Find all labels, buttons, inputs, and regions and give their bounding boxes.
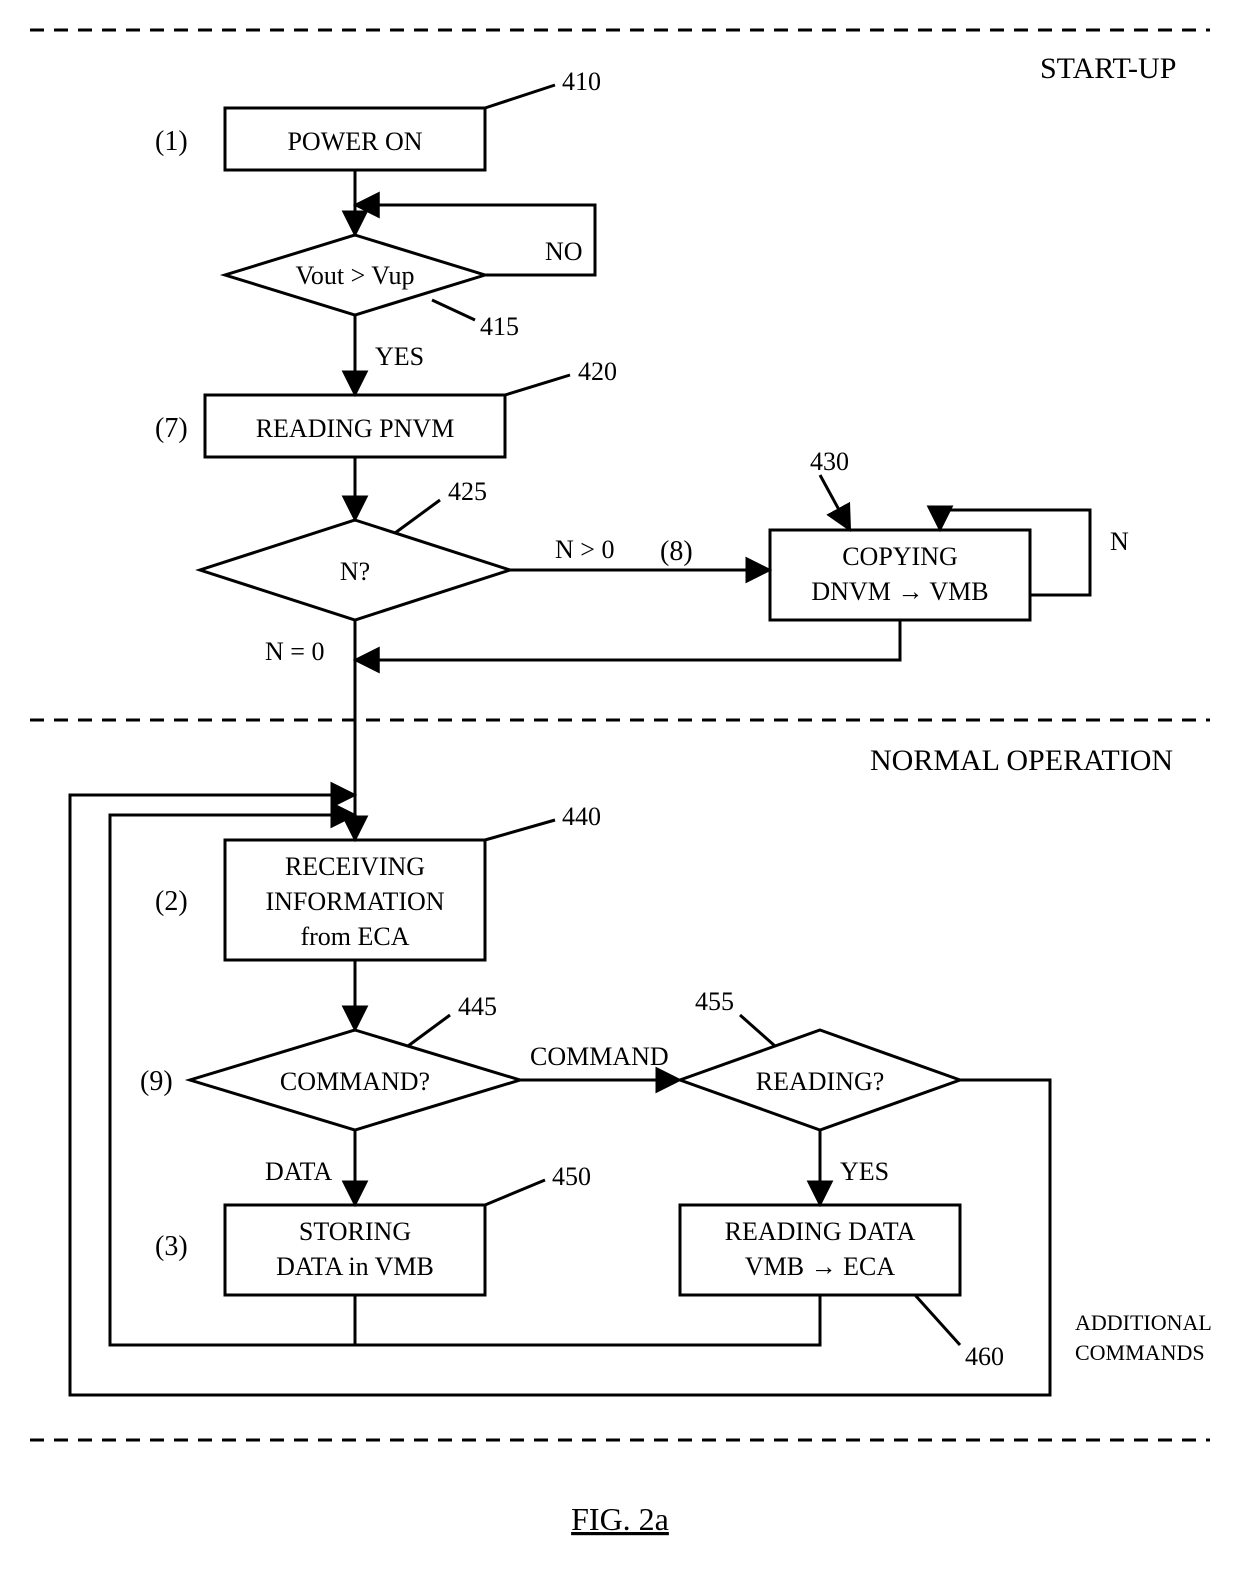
step-3: (3) <box>155 1231 188 1262</box>
edge-430-return <box>355 620 900 660</box>
ref-430: 430 <box>810 447 849 476</box>
node-430-copying: COPYING DNVM → VMB N 430 <box>770 447 1129 620</box>
node-440-label-2: INFORMATION <box>265 887 444 916</box>
ref-460: 460 <box>965 1342 1004 1371</box>
node-460-label-2: VMB → ECA <box>745 1252 895 1281</box>
ref-410: 410 <box>562 67 601 96</box>
label-n-eq-0: N = 0 <box>265 637 324 666</box>
step-1: (1) <box>155 126 188 157</box>
ref-415: 415 <box>480 312 519 341</box>
step-8: (8) <box>660 536 693 567</box>
edge-460-loop <box>355 1295 820 1345</box>
node-455-label: READING? <box>756 1067 885 1096</box>
ref-450: 450 <box>552 1162 591 1191</box>
label-yes-455: YES <box>840 1157 889 1186</box>
ref-425: 425 <box>448 477 487 506</box>
step-9: (9) <box>140 1066 173 1097</box>
label-additional-2: COMMANDS <box>1075 1340 1205 1365</box>
ref-420: 420 <box>578 357 617 386</box>
section-startup-label: START-UP <box>1040 52 1176 85</box>
node-445-decision-command: COMMAND? 445 (9) <box>140 992 520 1130</box>
node-450-storing: STORING DATA in VMB 450 (3) <box>155 1162 591 1295</box>
node-440-receiving: RECEIVING INFORMATION from ECA 440 (2) <box>155 802 601 960</box>
label-loop-n: N <box>1110 527 1129 556</box>
ref-455: 455 <box>695 987 734 1016</box>
ref-440: 440 <box>562 802 601 831</box>
node-440-label-3: from ECA <box>300 922 409 951</box>
label-n-gt-0: N > 0 <box>555 535 614 564</box>
node-415-decision-vout: Vout > Vup 415 <box>225 235 519 341</box>
node-410-label: POWER ON <box>287 127 422 156</box>
node-430-label-2: DNVM → VMB <box>811 577 988 606</box>
section-normal-label: NORMAL OPERATION <box>870 744 1173 777</box>
flowchart-diagram: START-UP POWER ON 410 (1) Vout > Vup 415… <box>0 0 1240 1572</box>
step-7: (7) <box>155 413 188 444</box>
label-command: COMMAND <box>530 1042 669 1071</box>
node-450-label-2: DATA in VMB <box>276 1252 434 1281</box>
node-440-label-1: RECEIVING <box>285 852 425 881</box>
label-additional-1: ADDITIONAL <box>1075 1310 1212 1335</box>
node-420-label: READING PNVM <box>256 414 455 443</box>
ref-445: 445 <box>458 992 497 1021</box>
label-data: DATA <box>265 1157 332 1186</box>
node-415-label: Vout > Vup <box>295 261 414 290</box>
node-460-label-1: READING DATA <box>725 1217 916 1246</box>
node-420-reading-pnvm: READING PNVM 420 (7) <box>155 357 617 457</box>
node-430-label-1: COPYING <box>842 542 958 571</box>
node-425-label: N? <box>340 557 370 586</box>
node-455-decision-reading: READING? 455 <box>680 987 960 1130</box>
label-no: NO <box>545 237 583 266</box>
node-445-label: COMMAND? <box>280 1067 430 1096</box>
figure-label: FIG. 2a <box>571 1501 669 1537</box>
step-2: (2) <box>155 886 188 917</box>
label-yes: YES <box>375 342 424 371</box>
node-410-power-on: POWER ON 410 (1) <box>155 67 601 170</box>
node-450-label-1: STORING <box>299 1217 411 1246</box>
